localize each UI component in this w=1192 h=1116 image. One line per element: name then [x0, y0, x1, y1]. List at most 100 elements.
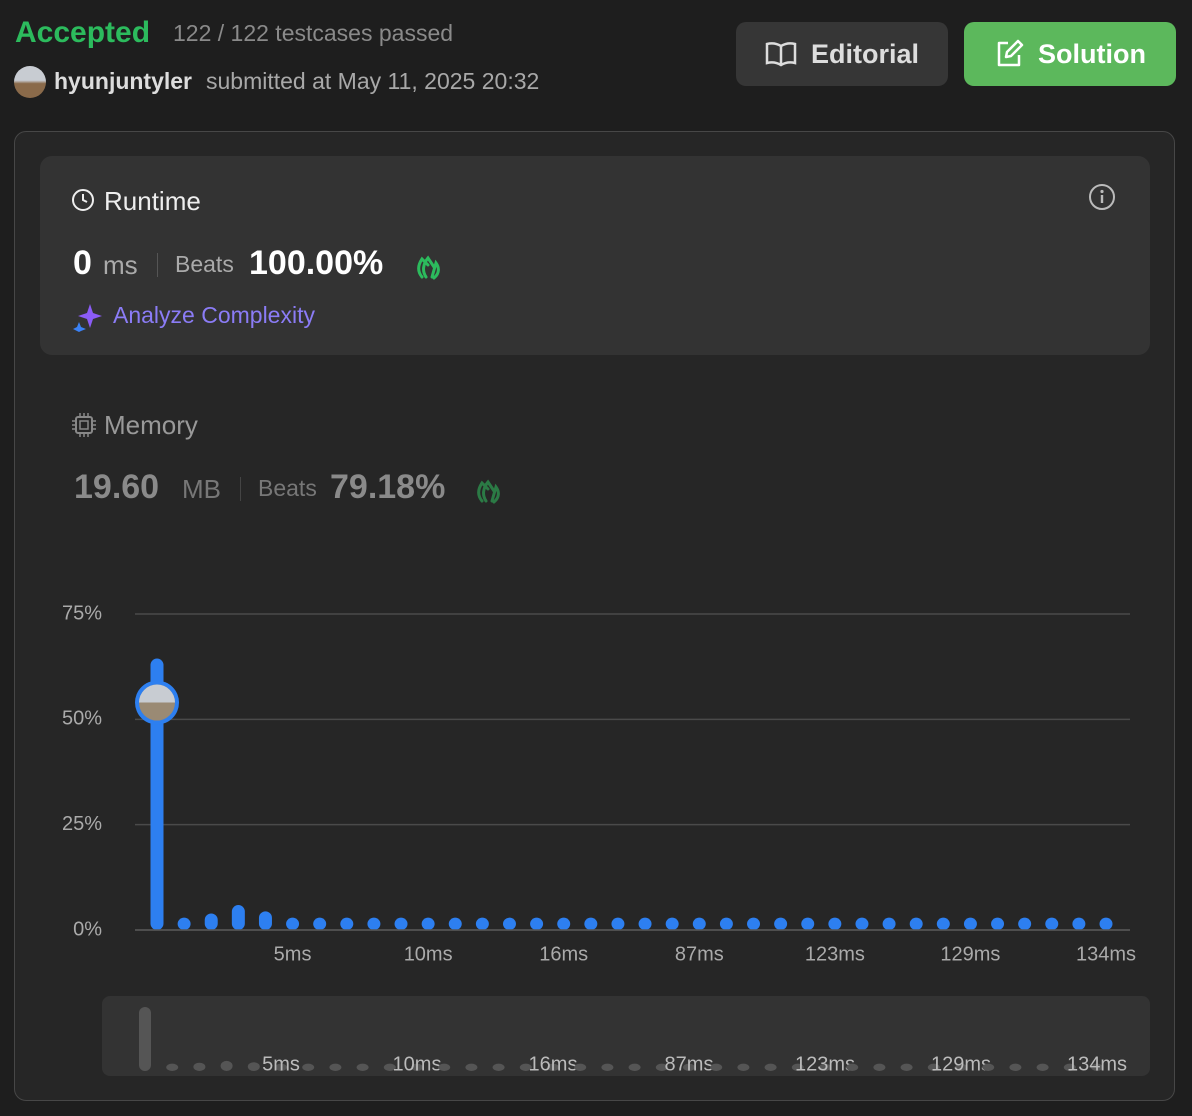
- minimap-bar: [764, 1063, 777, 1071]
- minimap[interactable]: [102, 996, 1150, 1076]
- analyze-complexity[interactable]: Analyze Complexity: [113, 302, 315, 328]
- runtime-panel[interactable]: [40, 156, 1150, 355]
- bar: [909, 917, 923, 930]
- x-tick-label: 10ms: [404, 943, 453, 965]
- editorial-label: Editorial: [810, 38, 919, 69]
- bar: [719, 917, 733, 930]
- x-tick-label: 123ms: [805, 943, 865, 965]
- bar: [557, 917, 571, 930]
- bar: [340, 917, 354, 930]
- testcases: 122 / 122 testcases passed: [173, 20, 454, 46]
- minimap-bar: [465, 1063, 478, 1071]
- minimap-label: 87ms: [665, 1053, 714, 1075]
- y-tick-label: 25%: [62, 813, 102, 835]
- minimap-bar: [519, 1063, 532, 1071]
- bar: [1072, 917, 1086, 930]
- bar: [231, 905, 245, 930]
- status: Accepted: [15, 16, 151, 49]
- minimap-bar: [791, 1063, 804, 1071]
- bar: [855, 917, 869, 930]
- minimap-label: 129ms: [931, 1053, 991, 1075]
- clap-icon: [477, 479, 500, 504]
- minimap-label: 5ms: [262, 1053, 300, 1075]
- bar: [882, 917, 896, 930]
- minimap-bar: [1036, 1063, 1049, 1071]
- memory-unit: MB: [182, 474, 221, 504]
- minimap-bar: [655, 1063, 668, 1071]
- minimap-bar: [846, 1063, 859, 1071]
- bar: [177, 917, 191, 930]
- minimap-bar: [683, 1063, 695, 1071]
- minimap-bar: [819, 1063, 831, 1071]
- minimap-bar: [982, 1063, 995, 1071]
- minimap-bar: [383, 1063, 396, 1071]
- bar: [367, 917, 381, 930]
- minimap-bar: [955, 1063, 967, 1071]
- editorial-button[interactable]: Editorial: [736, 22, 948, 86]
- minimap-bar: [329, 1063, 342, 1071]
- submitted-at: submitted at May 11, 2025 20:32: [206, 68, 540, 94]
- bar: [638, 917, 652, 930]
- minimap-bar: [710, 1063, 723, 1071]
- info-icon[interactable]: [1087, 182, 1117, 212]
- runtime-value: 0: [73, 244, 92, 282]
- memory-title: Memory: [104, 410, 198, 440]
- minimap-bar: [139, 1007, 151, 1071]
- minimap-bar: [601, 1063, 614, 1071]
- avatar[interactable]: [14, 66, 46, 98]
- minimap-bar: [547, 1063, 559, 1071]
- bar: [801, 917, 815, 930]
- solution-button[interactable]: Solution: [964, 22, 1176, 86]
- x-tick-label: 16ms: [539, 943, 588, 965]
- bar: [747, 917, 761, 930]
- bar: [1099, 917, 1113, 930]
- bar: [150, 658, 164, 930]
- y-tick-label: 0%: [73, 918, 102, 940]
- memory-beats: 79.18%: [330, 468, 446, 506]
- minimap-bar: [247, 1062, 260, 1071]
- bar: [963, 917, 977, 930]
- bar: [828, 917, 842, 930]
- edit-icon: [997, 39, 1024, 67]
- runtime-title: Runtime: [104, 186, 201, 216]
- x-tick-label: 129ms: [940, 943, 1000, 965]
- y-tick-label: 75%: [62, 602, 102, 624]
- bar: [258, 911, 272, 930]
- bar: [475, 917, 489, 930]
- minimap-label: 16ms: [529, 1053, 578, 1075]
- minimap-bar: [193, 1062, 206, 1071]
- minimap-bar: [1091, 1063, 1103, 1071]
- minimap-bar: [628, 1063, 641, 1071]
- bar: [584, 917, 598, 930]
- runtime-beats-label: Beats: [175, 251, 234, 277]
- bar: [394, 917, 408, 930]
- user-avatar-sky: [139, 684, 175, 703]
- minimap-label: 123ms: [795, 1053, 855, 1075]
- minimap-label: 10ms: [393, 1053, 442, 1075]
- solution-label: Solution: [1038, 38, 1146, 69]
- chip-icon: [72, 413, 96, 437]
- memory-beats-label: Beats: [258, 475, 317, 501]
- book-icon: [765, 42, 797, 67]
- minimap-bar: [356, 1063, 369, 1071]
- bar: [991, 917, 1005, 930]
- memory-value: 19.60: [74, 468, 160, 506]
- divider: [240, 477, 241, 501]
- x-tick-label: 5ms: [274, 943, 312, 965]
- x-tick-label: 87ms: [675, 943, 724, 965]
- bar: [936, 917, 950, 930]
- bar: [1045, 917, 1059, 930]
- minimap-bar: [302, 1063, 315, 1071]
- bar: [204, 913, 218, 930]
- y-tick-label: 50%: [62, 708, 102, 730]
- minimap-label: 134ms: [1067, 1053, 1127, 1075]
- minimap-bar: [1009, 1063, 1022, 1071]
- bar: [1018, 917, 1032, 930]
- minimap-bar: [411, 1063, 423, 1071]
- bar: [665, 917, 679, 930]
- bar: [502, 917, 516, 930]
- minimap-bar: [900, 1063, 913, 1071]
- minimap-bar: [1063, 1063, 1076, 1071]
- username[interactable]: hyunjuntyler: [54, 68, 193, 94]
